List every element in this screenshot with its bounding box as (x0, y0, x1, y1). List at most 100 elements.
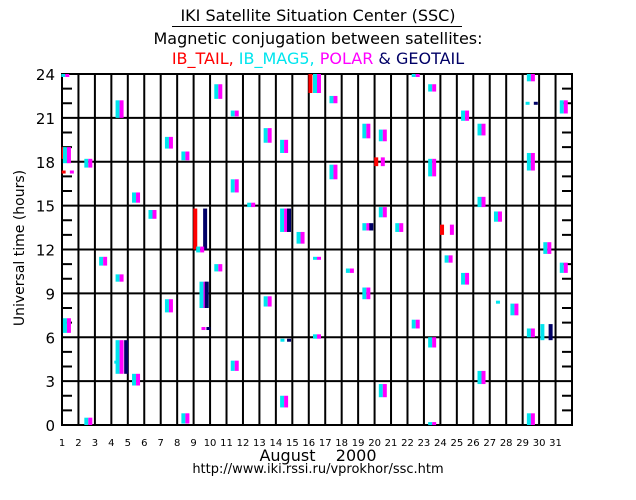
interval-polar (366, 223, 371, 231)
interval-ib-mag5 (345, 268, 350, 273)
y-tick-label: 3 (45, 373, 55, 391)
interval-ib-mag5 (477, 196, 482, 208)
interval-ib-mag5 (247, 202, 252, 208)
interval-ib-mag5 (230, 360, 235, 371)
interval-ib-mag5 (99, 256, 104, 266)
interval-polar (481, 123, 486, 136)
x-tick-label: 17 (319, 438, 332, 449)
interval-ib-mag5 (461, 110, 466, 121)
interval-ib-mag5 (214, 264, 219, 272)
interval-polar (432, 84, 437, 92)
interval-polar (284, 208, 289, 232)
interval-polar (119, 340, 124, 374)
interval-ib-mag5 (280, 338, 285, 342)
interval-ib-mag5 (362, 123, 367, 139)
interval-polar (382, 129, 387, 142)
interval-geotail (369, 223, 374, 231)
x-tick-label: 20 (368, 438, 381, 449)
interval-ib-mag5 (230, 179, 235, 193)
title-underline (172, 26, 462, 27)
interval-polar (251, 202, 256, 208)
x-tick-label: 5 (125, 438, 131, 449)
interval-polar (218, 264, 223, 272)
interval-polar (382, 207, 387, 218)
interval-geotail (287, 338, 292, 342)
x-tick-label: 30 (533, 438, 546, 449)
interval-polar (465, 272, 470, 285)
interval-polar (415, 74, 420, 77)
interval-ib-mag5 (84, 417, 89, 425)
interval-polar (300, 231, 305, 244)
chart-subtitle: Magnetic conjugation between satellites: (153, 29, 483, 48)
interval-polar (267, 128, 272, 143)
interval-ib-mag5 (559, 262, 564, 273)
interval-ib-mag5 (495, 300, 500, 304)
interval-polar (432, 337, 437, 348)
interval-ib-mag5 (280, 395, 285, 408)
x-tick-label: 19 (352, 438, 365, 449)
interval-ib-mag5 (428, 158, 433, 177)
interval-ib-mag5 (181, 413, 186, 424)
interval-ib-mag5 (378, 384, 383, 398)
interval-polar (530, 413, 535, 425)
interval-ib-mag5 (263, 296, 268, 307)
interval-ib-mag5 (444, 255, 449, 263)
interval-ib-mag5 (313, 256, 317, 260)
interval-ib-tail (440, 224, 445, 235)
y-tick-label: 0 (45, 417, 55, 435)
interval-ib-mag5 (510, 303, 515, 316)
interval-ib-mag5 (114, 360, 119, 364)
interval-polar (185, 151, 190, 161)
x-tick-label: 16 (302, 438, 315, 449)
x-tick-label: 15 (286, 438, 299, 449)
interval-ib-mag5 (115, 274, 120, 282)
interval-ib-mag5 (362, 223, 367, 231)
interval-ib-mag5 (543, 242, 548, 254)
x-tick-label: 3 (92, 438, 98, 449)
interval-polar (200, 246, 205, 253)
interval-ib-mag5 (196, 246, 201, 253)
interval-polar (317, 74, 321, 94)
interval-polar (234, 179, 239, 193)
x-axis-month-label: August 2000 (259, 446, 377, 465)
interval-polar (415, 319, 420, 329)
y-tick-label: 18 (36, 154, 55, 172)
legend-geotail: GEOTAIL (395, 49, 465, 68)
interval-polar (530, 152, 535, 171)
interval-ib-mag5 (313, 74, 317, 94)
interval-polar (66, 318, 71, 333)
interval-ib-mag5 (526, 74, 531, 82)
interval-ib-mag5 (526, 413, 531, 425)
interval-polar (65, 74, 70, 77)
x-tick-label: 12 (237, 438, 250, 449)
x-tick-label: 24 (434, 438, 447, 449)
x-tick-label: 22 (401, 438, 414, 449)
interval-ib-tail (308, 74, 313, 94)
x-tick-label: 9 (190, 438, 196, 449)
interval-polar (380, 157, 385, 167)
interval-ib-mag5 (115, 340, 120, 374)
y-tick-label: 21 (36, 110, 55, 128)
interval-polar (432, 158, 437, 177)
x-tick-label: 25 (450, 438, 463, 449)
interval-polar (234, 110, 239, 117)
interval-ib-mag5 (115, 100, 120, 118)
interval-polar (349, 268, 354, 273)
legend-sep-1: , (228, 49, 239, 68)
x-tick-label: 27 (483, 438, 496, 449)
interval-ib-mag5 (559, 100, 564, 114)
interval-ib-mag5 (477, 123, 482, 136)
interval-geotail (204, 281, 209, 308)
interval-polar (530, 74, 535, 82)
interval-ib-mag5 (296, 231, 301, 244)
interval-polar (563, 262, 568, 273)
interval-ib-tail (193, 208, 198, 250)
interval-polar (284, 395, 289, 408)
interval-polar (234, 360, 239, 371)
interval-ib-mag5 (395, 223, 400, 232)
x-tick-label: 6 (141, 438, 147, 449)
interval-polar (119, 274, 124, 282)
interval-ib-mag5 (181, 151, 186, 161)
interval-polar (88, 158, 93, 168)
